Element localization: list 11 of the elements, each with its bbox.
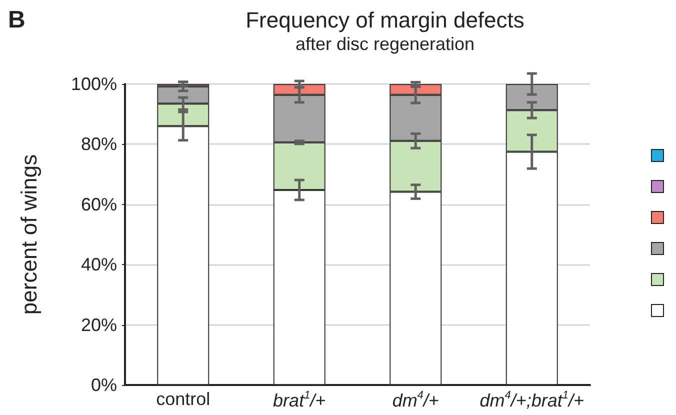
y-tick-label: 0% <box>90 375 117 395</box>
y-tick-label: 60% <box>80 194 117 214</box>
y-axis-title: percent of wings <box>16 154 42 315</box>
x-tick-label: control <box>156 389 210 409</box>
y-tick-label: 20% <box>80 314 117 335</box>
text: B <box>8 6 26 34</box>
chart-title: Frequency of margin defects <box>246 8 524 32</box>
y-tick-label: 40% <box>80 254 117 275</box>
y-tick-label: 80% <box>80 134 117 154</box>
chart-subtitle: after disc regeneration <box>295 34 475 54</box>
y-tick-label: 100% <box>70 74 117 94</box>
